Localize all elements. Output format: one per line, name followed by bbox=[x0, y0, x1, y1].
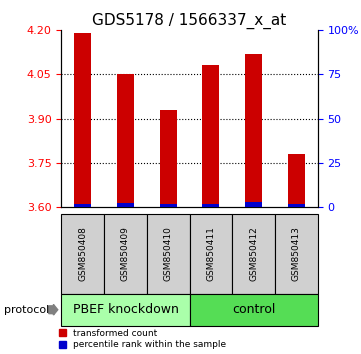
Bar bbox=[160, 110, 177, 207]
Bar bbox=[202, 65, 219, 207]
Legend: transformed count, percentile rank within the sample: transformed count, percentile rank withi… bbox=[59, 329, 226, 349]
Bar bbox=[245, 202, 262, 207]
Bar bbox=[288, 154, 305, 207]
Bar bbox=[117, 74, 134, 207]
Title: GDS5178 / 1566337_x_at: GDS5178 / 1566337_x_at bbox=[92, 12, 287, 29]
Bar bbox=[245, 54, 262, 207]
Text: protocol: protocol bbox=[4, 305, 49, 315]
Bar bbox=[74, 204, 91, 207]
Bar bbox=[288, 205, 305, 207]
Text: GSM850412: GSM850412 bbox=[249, 227, 258, 281]
Text: GSM850409: GSM850409 bbox=[121, 227, 130, 281]
Bar bbox=[74, 33, 91, 207]
Bar bbox=[160, 204, 177, 207]
Text: GSM850408: GSM850408 bbox=[78, 227, 87, 281]
Text: GSM850410: GSM850410 bbox=[164, 227, 173, 281]
Text: GSM850413: GSM850413 bbox=[292, 227, 301, 281]
Bar bbox=[202, 204, 219, 207]
Bar bbox=[117, 202, 134, 207]
Text: GSM850411: GSM850411 bbox=[206, 227, 216, 281]
Text: PBEF knockdown: PBEF knockdown bbox=[73, 303, 178, 316]
Text: control: control bbox=[232, 303, 275, 316]
